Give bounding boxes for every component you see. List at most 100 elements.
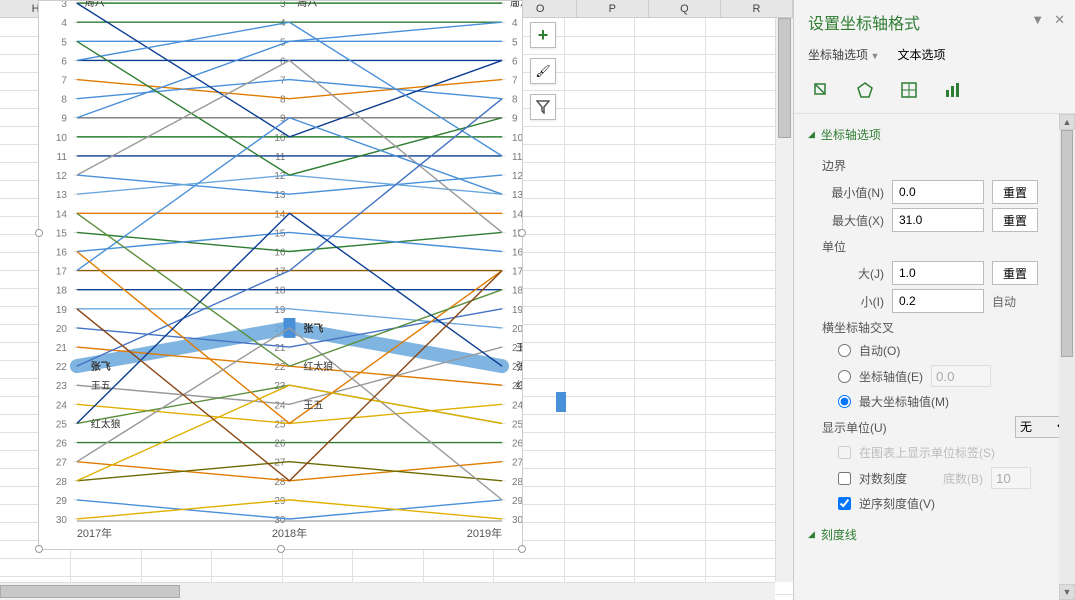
min-input[interactable] [892,180,984,204]
handle-left[interactable] [35,229,43,237]
min-label: 最小值(N) [822,184,884,201]
pane-body: 坐标轴选项 边界 最小值(N) 重置 最大值(X) 重置 单位 大(J) 重置 [794,114,1075,600]
svg-text:周八: 周八 [85,1,105,9]
cross-max-radio[interactable] [838,395,851,408]
handle-br[interactable] [518,545,526,553]
pane-title: 设置坐标轴格式 [808,10,1061,34]
svg-text:18: 18 [274,286,286,297]
axis-options-icon[interactable] [942,79,964,101]
svg-text:12: 12 [512,171,522,182]
cross-value-radio[interactable] [838,370,851,383]
svg-text:20: 20 [512,324,522,335]
svg-text:21: 21 [56,343,68,354]
cross-auto-radio[interactable] [838,344,851,357]
svg-text:25: 25 [274,419,286,430]
handle-right[interactable] [518,229,526,237]
grid-scrollbar-horizontal[interactable] [0,582,775,600]
pane-close-icon[interactable]: ✕ [1054,12,1065,28]
reverse-checkbox[interactable] [838,497,851,510]
units-label: 单位 [822,238,1071,255]
spreadsheet-grid[interactable]: HIJKLMNOPQR 3456789101112131415161718192… [0,0,793,600]
column-header[interactable]: R [721,0,793,17]
tab-axis-options[interactable]: 坐标轴选项 [808,46,879,63]
svg-text:22: 22 [274,362,286,373]
handle-bl[interactable] [35,545,43,553]
svg-text:13: 13 [274,190,286,201]
max-input[interactable] [892,208,984,232]
scrollbar-thumb[interactable] [0,585,180,598]
chart-canvas: 3456789101112131415161718192021222324252… [39,1,522,549]
svg-text:红太狼: 红太狼 [91,417,121,430]
major-reset-button[interactable]: 重置 [992,261,1038,285]
log-scale-checkbox[interactable] [838,472,851,485]
svg-text:15: 15 [56,228,68,239]
brush-icon: 🖌 [535,64,550,78]
format-axis-pane: 设置坐标轴格式 ▼ ✕ 坐标轴选项 文本选项 坐标轴选项 边界 最小值(N) [793,0,1075,600]
svg-text:3: 3 [280,1,286,10]
plus-icon: + [538,25,549,46]
tab-text-options[interactable]: 文本选项 [897,46,945,63]
section-ticks[interactable]: 刻度线 [808,522,1071,547]
svg-text:10: 10 [512,133,522,144]
svg-text:王五: 王五 [516,343,522,354]
funnel-icon [536,100,550,114]
minor-auto-label: 自动 [992,293,1028,310]
pane-header: 设置坐标轴格式 ▼ ✕ [794,0,1075,40]
chart-add-element-button[interactable]: + [530,22,556,48]
pane-dropdown-icon[interactable]: ▼ [1031,12,1044,28]
cross-max-label: 最大坐标轴值(M) [859,393,949,410]
scrollbar-thumb[interactable] [778,18,791,138]
svg-text:30: 30 [56,515,68,526]
pane-scroll-thumb[interactable] [1061,130,1073,357]
svg-text:2017年: 2017年 [77,526,112,540]
format-category-icons [794,73,1075,114]
scroll-up-arrow[interactable]: ▲ [1059,114,1075,130]
svg-text:29: 29 [56,496,68,507]
svg-text:19: 19 [274,305,286,316]
svg-text:5: 5 [512,37,518,48]
embedded-chart[interactable]: 3456789101112131415161718192021222324252… [38,0,523,550]
svg-text:26: 26 [274,439,286,450]
svg-text:16: 16 [512,247,522,258]
svg-text:3: 3 [61,1,67,10]
cell-fill-swatch [556,392,566,412]
pane-tabs: 坐标轴选项 文本选项 [794,40,1075,73]
svg-text:17: 17 [512,267,522,278]
minor-unit-input[interactable] [892,289,984,313]
svg-text:20: 20 [56,324,68,335]
svg-text:6: 6 [512,56,518,67]
svg-text:28: 28 [56,477,68,488]
svg-text:5: 5 [61,37,67,48]
svg-text:10: 10 [56,133,68,144]
svg-text:14: 14 [56,209,68,220]
max-reset-button[interactable]: 重置 [992,208,1038,232]
min-reset-button[interactable]: 重置 [992,180,1038,204]
svg-text:14: 14 [512,209,522,220]
log-base-label: 底数(B) [943,470,983,487]
chart-filter-button[interactable] [530,94,556,120]
svg-text:6: 6 [61,56,67,67]
svg-text:11: 11 [512,152,522,163]
grid-scrollbar-vertical[interactable] [775,18,793,582]
max-label: 最大值(X) [822,212,884,229]
svg-text:7: 7 [61,76,67,87]
svg-text:7: 7 [512,76,518,87]
pane-scrollbar[interactable]: ▲ ▼ [1059,114,1075,600]
effects-icon[interactable] [854,79,876,101]
fill-line-icon[interactable] [810,79,832,101]
column-header[interactable]: Q [649,0,721,17]
svg-text:9: 9 [61,114,67,125]
svg-text:8: 8 [280,95,286,106]
scroll-down-arrow[interactable]: ▼ [1059,584,1075,600]
chart-styles-button[interactable]: 🖌 [530,58,556,84]
svg-text:30: 30 [512,515,522,526]
section-axis-options[interactable]: 坐标轴选项 [808,122,1071,147]
handle-bottom[interactable] [277,545,285,553]
major-unit-input[interactable] [892,261,984,285]
svg-text:30: 30 [274,515,286,526]
column-header[interactable]: P [577,0,649,17]
svg-text:8: 8 [512,95,518,106]
show-unit-label-checkbox [838,446,851,459]
log-base-input [991,467,1031,489]
size-properties-icon[interactable] [898,79,920,101]
